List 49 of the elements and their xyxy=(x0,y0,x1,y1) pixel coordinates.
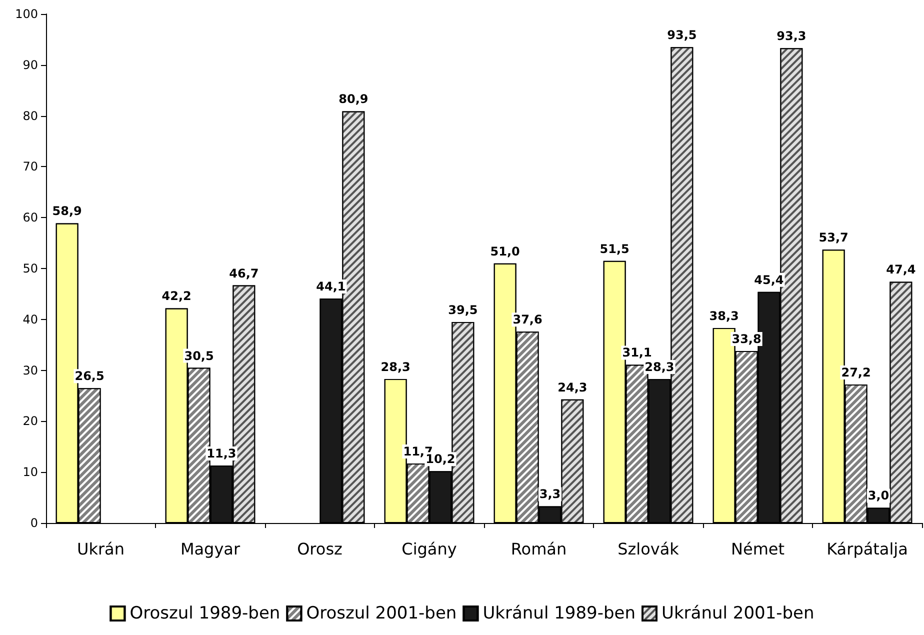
data-label: 28,3 xyxy=(380,360,410,374)
y-tick-label: 30 xyxy=(22,363,38,378)
data-label: 46,7 xyxy=(229,266,259,280)
y-tick-label: 0 xyxy=(30,516,38,530)
data-label: 27,2 xyxy=(841,366,871,380)
data-label: 38,3 xyxy=(709,309,739,324)
data-label: 44,1 xyxy=(316,280,346,294)
data-label: 24,3 xyxy=(558,380,588,394)
data-label: 37,6 xyxy=(512,312,542,327)
data-label: 39,5 xyxy=(448,302,478,317)
data-label: 3,0 xyxy=(868,488,890,503)
legend-label: Ukránul 1989-ben xyxy=(482,604,636,624)
y-tick-label: 80 xyxy=(22,108,38,123)
y-tick-label: 50 xyxy=(22,262,38,276)
data-label: 45,4 xyxy=(754,272,784,287)
data-label: 80,9 xyxy=(338,92,368,106)
data-label: 47,4 xyxy=(886,262,916,277)
y-tick-label: 10 xyxy=(22,465,38,480)
data-label: 93,3 xyxy=(776,29,806,44)
data-label: 53,7 xyxy=(818,230,848,245)
y-tick-label: 70 xyxy=(22,160,38,174)
data-label: 33,8 xyxy=(732,332,762,346)
y-tick-label: 60 xyxy=(22,210,38,225)
x-tick-label: Orosz xyxy=(297,540,342,558)
x-tick-label: Ukrán xyxy=(77,540,124,558)
x-tick-label: Magyar xyxy=(180,540,240,558)
data-label: 58,9 xyxy=(52,204,82,218)
y-tick-label: 20 xyxy=(22,414,38,428)
legend-label: Oroszul 2001-ben xyxy=(306,604,457,624)
data-label: 93,5 xyxy=(667,28,697,42)
y-tick-label: 90 xyxy=(22,58,38,72)
legend-label: Oroszul 1989-ben xyxy=(130,604,280,624)
data-label: 31,1 xyxy=(622,346,652,360)
data-label: 30,5 xyxy=(184,348,214,363)
x-tick-label: Román xyxy=(510,540,567,558)
y-tick-label: 40 xyxy=(22,312,38,326)
x-tick-label: Szlovák xyxy=(618,540,680,558)
y-tick-label: 100 xyxy=(15,7,38,21)
x-tick-label: Cigány xyxy=(402,540,457,558)
data-label: 51,0 xyxy=(490,244,520,258)
data-label: 28,3 xyxy=(644,360,674,374)
data-label: 11,3 xyxy=(206,446,236,460)
data-label: 42,2 xyxy=(162,289,192,304)
x-tick-label: Kárpátalja xyxy=(826,540,908,558)
x-tick-label: Német xyxy=(730,540,785,558)
data-label: 26,5 xyxy=(74,369,104,384)
data-label: 51,5 xyxy=(600,242,630,256)
data-label: 3,3 xyxy=(539,487,561,502)
legend-label: Ukránul 2001-ben xyxy=(662,604,814,624)
